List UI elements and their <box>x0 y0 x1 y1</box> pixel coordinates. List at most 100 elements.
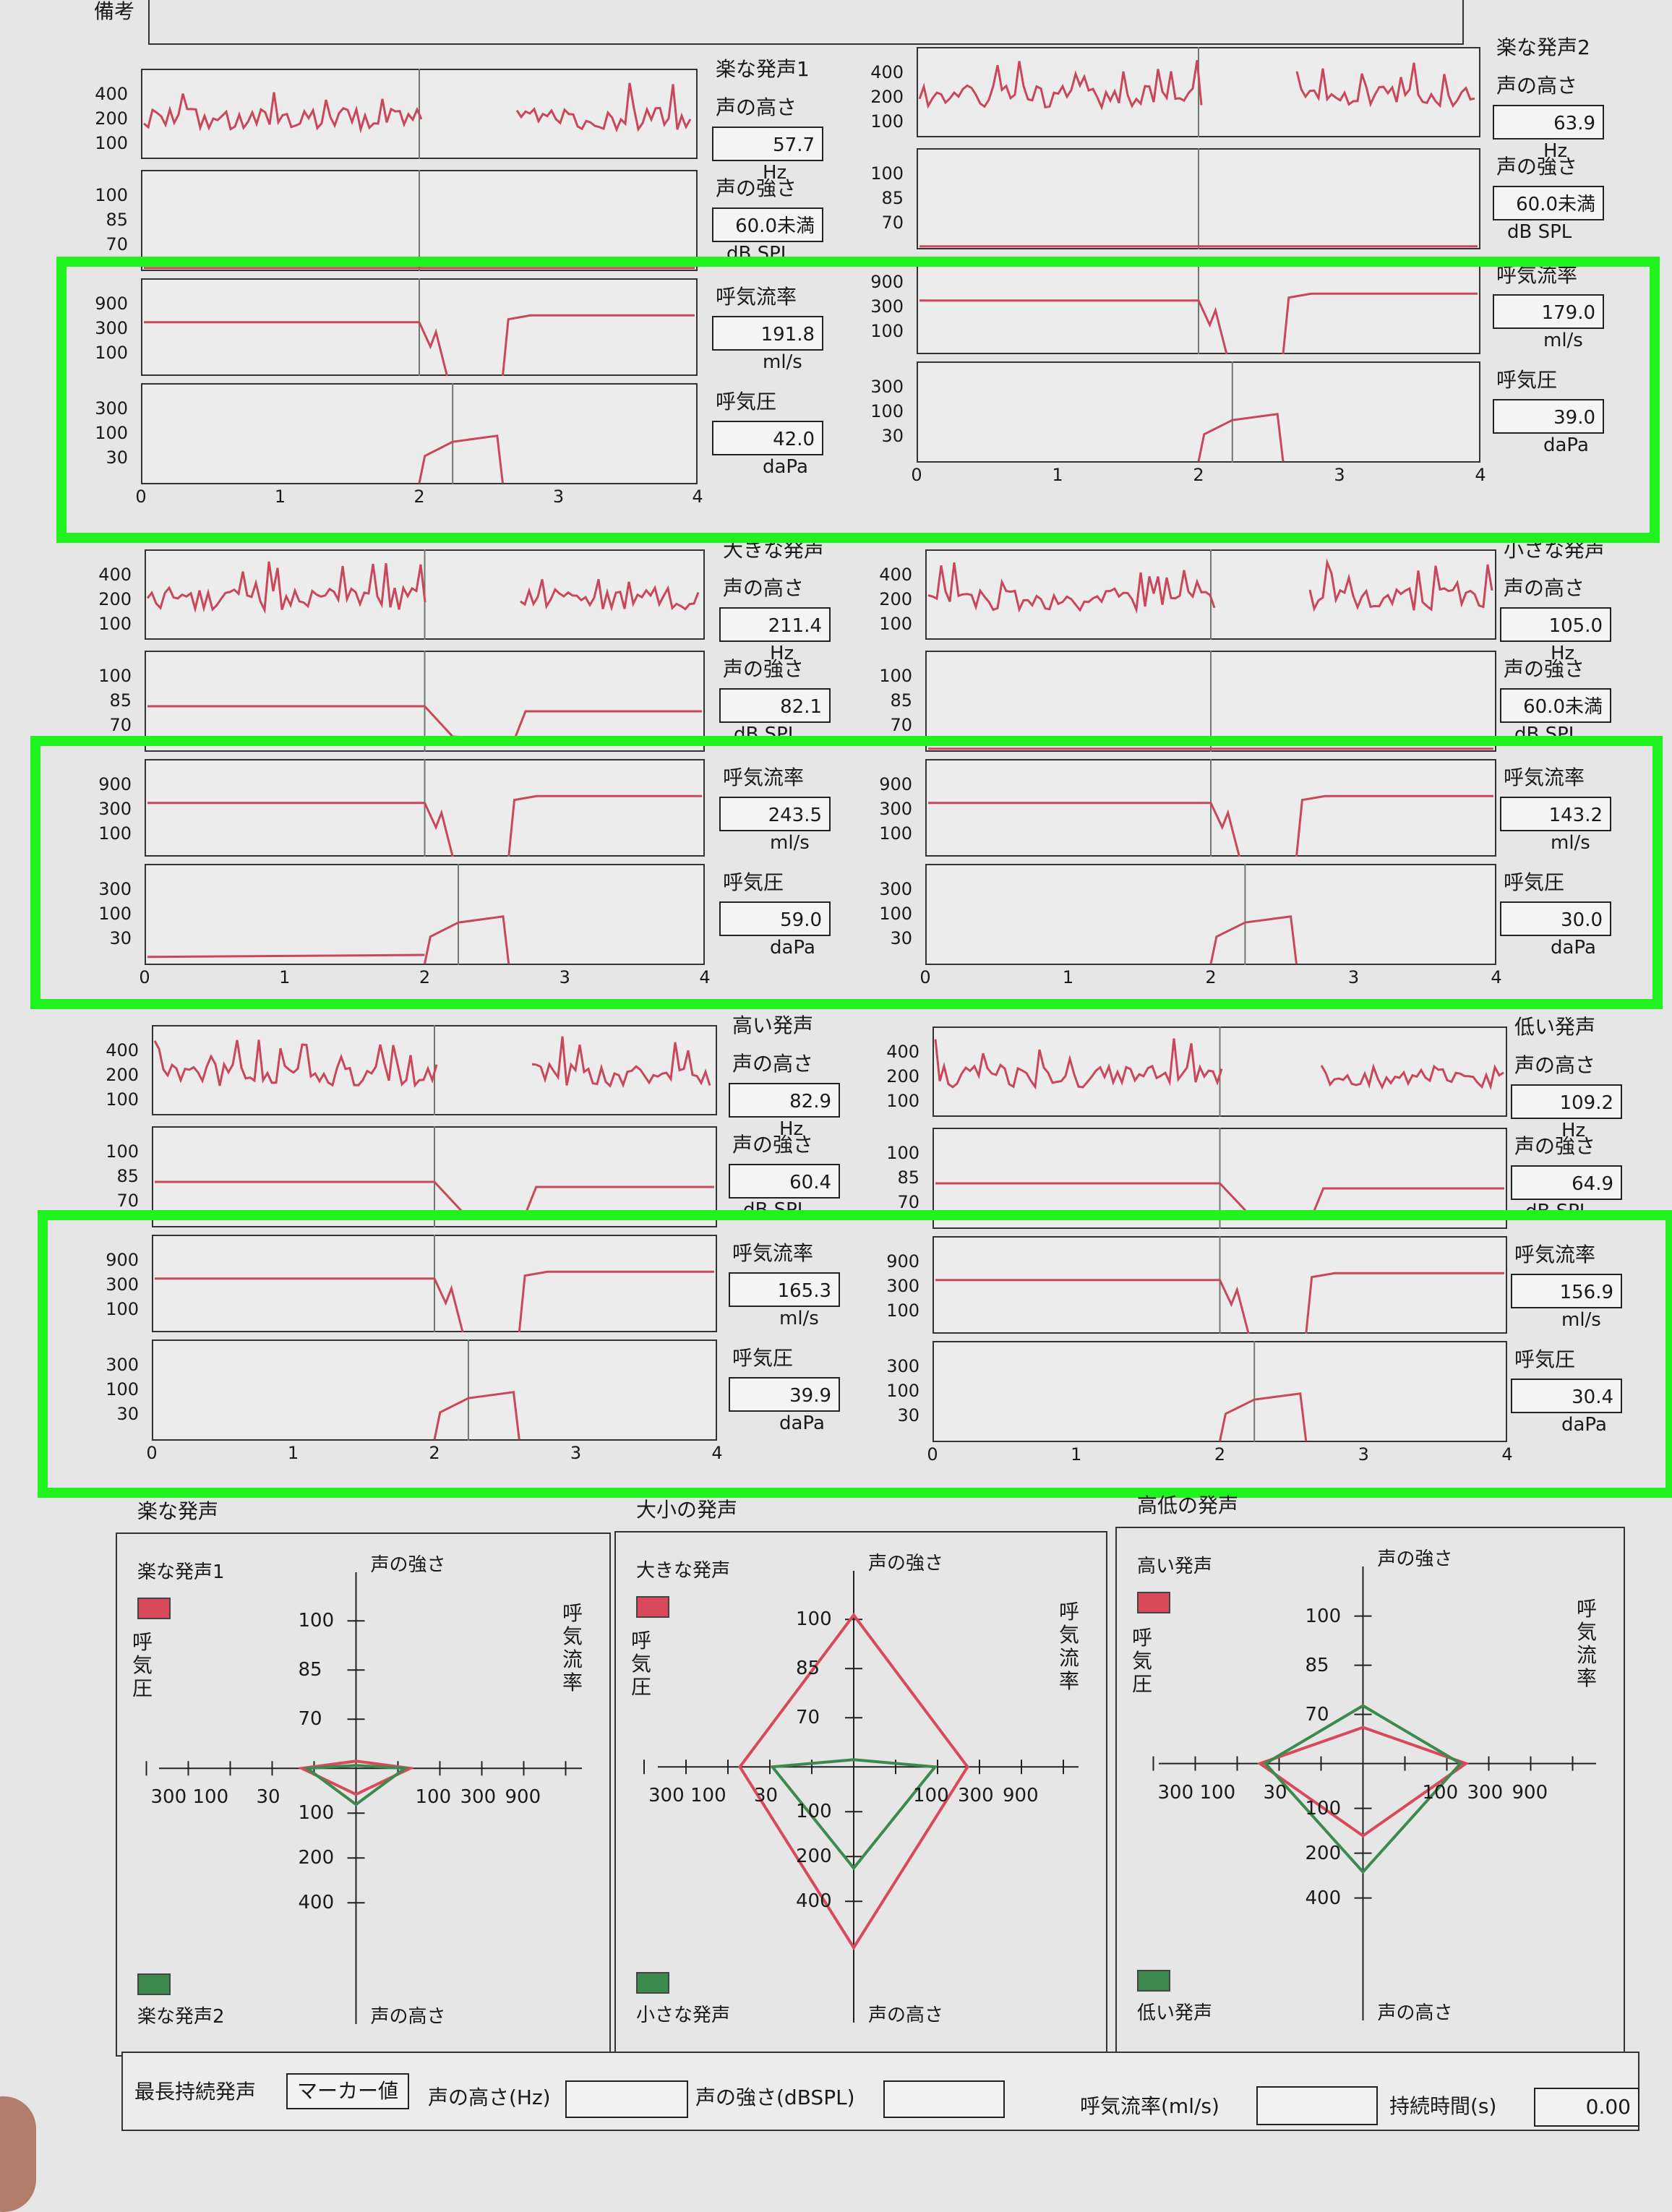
pressure-unit: daPa <box>1551 937 1596 959</box>
pressure-tick-label: 100 <box>95 423 128 443</box>
pitch-plot <box>925 549 1496 640</box>
radar-down-tick: 400 <box>298 1892 335 1914</box>
time-tick-label: 0 <box>919 967 931 987</box>
pitch-trace <box>918 60 1475 111</box>
pressure-trace-svg <box>433 1339 520 1441</box>
radar-axis-right: 呼気流率 <box>562 1601 583 1695</box>
pitch-unit: Hz <box>1551 643 1575 664</box>
pressure-tick-label: 100 <box>106 1379 139 1399</box>
flow-value-box: 165.3 <box>729 1272 840 1307</box>
pitch-unit: Hz <box>763 162 787 184</box>
radar-down-tick: 200 <box>298 1847 335 1869</box>
highlight-box-3 <box>38 1210 1672 1498</box>
time-tick-label: 0 <box>911 465 922 485</box>
flow-trace-svg <box>935 1236 1504 1334</box>
radar-axis-bottom: 声の高さ <box>370 2006 446 2028</box>
pressure-label: 呼気圧 <box>723 870 784 894</box>
pitch-unit: Hz <box>779 1118 804 1140</box>
time-tick-label: 4 <box>1501 1444 1513 1465</box>
flow-unit: ml/s <box>763 351 802 373</box>
pitch-tick-label: 200 <box>879 589 912 609</box>
pitch-label: 声の高さ <box>723 576 805 600</box>
pressure-tick-label: 300 <box>879 879 912 899</box>
pressure-plot <box>933 1341 1507 1442</box>
flow-label: 呼気流率 <box>1496 263 1578 287</box>
flow-trace-svg <box>147 759 702 857</box>
radar-left-tick: 300 <box>648 1785 685 1807</box>
pitch-tick-label: 200 <box>98 589 132 609</box>
intensity-unit: dB SPL <box>1507 221 1572 243</box>
legend-top-label: 高い発声 <box>1137 1556 1213 1577</box>
highlight-box-1 <box>56 257 1660 543</box>
pitch-unit: Hz <box>770 643 794 664</box>
flow-tick-label: 100 <box>98 823 132 844</box>
radar-left-tick: 100 <box>1199 1781 1236 1804</box>
pitch-plot <box>933 1026 1507 1117</box>
radar-left-tick: 100 <box>192 1786 229 1809</box>
footer-intensity-field[interactable] <box>883 2080 1005 2118</box>
footer-flow-label: 呼気流率(ml/s) <box>1080 2094 1219 2118</box>
intensity-tick-label: 100 <box>98 666 132 686</box>
flow-unit: ml/s <box>1543 330 1583 351</box>
intensity-tick-label: 70 <box>106 234 128 254</box>
pressure-tick-label: 300 <box>106 1355 139 1375</box>
flow-label: 呼気流率 <box>723 766 805 789</box>
radar-up-tick: 100 <box>298 1610 335 1632</box>
pitch-trace <box>146 561 700 614</box>
pressure-label: 呼気圧 <box>732 1346 794 1370</box>
flow-plot <box>925 759 1496 857</box>
intensity-label: 声の強さ <box>1514 1134 1596 1158</box>
flow-unit: ml/s <box>779 1308 819 1329</box>
marker-value-button[interactable]: マーカー値 <box>286 2073 409 2109</box>
radar-axis-top: 声の強さ <box>1377 1548 1453 1570</box>
pitch-tick-label: 200 <box>886 1066 919 1086</box>
footer-duration-label: 持続時間(s) <box>1389 2094 1497 2118</box>
radar-left-tick: 30 <box>1263 1781 1287 1804</box>
radar-down-tick: 100 <box>298 1802 335 1825</box>
radar-up-tick: 100 <box>1305 1605 1342 1627</box>
footer-pitch-field[interactable] <box>565 2080 688 2118</box>
pitch-tick-label: 400 <box>106 1040 139 1060</box>
radar-polygon-1 <box>1256 1726 1470 1838</box>
flow-trace-svg <box>144 278 695 377</box>
radar-right-tick: 300 <box>460 1786 497 1809</box>
pitch-tick-label: 200 <box>95 108 128 129</box>
pressure-value-box: 39.9 <box>729 1377 840 1412</box>
intensity-value-box: 60.0未満 <box>712 207 823 242</box>
pitch-label: 声の高さ <box>1496 74 1578 98</box>
radar-axis-top: 声の強さ <box>370 1554 446 1576</box>
radar-up-tick: 70 <box>796 1707 820 1729</box>
flow-label: 呼気流率 <box>1514 1243 1596 1266</box>
radar-axis-bottom: 声の高さ <box>1377 2002 1453 2024</box>
pitch-tick-label: 200 <box>106 1065 139 1085</box>
pressure-trace-svg <box>1219 1341 1308 1442</box>
footer-pitch-label: 声の高さ(Hz) <box>428 2085 551 2109</box>
flow-tick-label: 100 <box>886 1300 919 1321</box>
flow-tick-label: 900 <box>106 1250 139 1270</box>
flow-trace-svg <box>928 759 1493 857</box>
footer-duration-field[interactable]: 0.00 <box>1534 2088 1639 2127</box>
flow-plot <box>152 1235 717 1333</box>
radar-down-tick: 400 <box>1305 1887 1342 1909</box>
radar-right-tick: 900 <box>505 1786 541 1809</box>
footer-flow-field[interactable] <box>1256 2086 1378 2125</box>
flow-value-box: 179.0 <box>1493 294 1604 329</box>
pressure-tick-label: 100 <box>886 1381 919 1401</box>
time-tick-label: 1 <box>279 967 291 987</box>
time-tick-label: 2 <box>419 967 431 987</box>
intensity-tick-label: 70 <box>890 715 912 735</box>
flow-value-box: 156.9 <box>1511 1274 1622 1308</box>
time-tick-label: 0 <box>146 1443 158 1463</box>
flow-tick-label: 900 <box>879 774 912 794</box>
panel-title: 楽な発声2 <box>1496 35 1590 59</box>
radar-down-tick: 100 <box>1305 1797 1342 1819</box>
flow-tick-label: 900 <box>886 1251 919 1272</box>
pitch-unit: Hz <box>1543 140 1568 162</box>
pressure-tick-label: 100 <box>879 904 912 924</box>
radar-up-tick: 100 <box>796 1608 832 1631</box>
time-tick-label: 3 <box>559 967 570 987</box>
pressure-plot <box>145 864 705 965</box>
radar-left-tick: 300 <box>150 1786 187 1809</box>
pitch-tick-label: 100 <box>879 614 912 634</box>
